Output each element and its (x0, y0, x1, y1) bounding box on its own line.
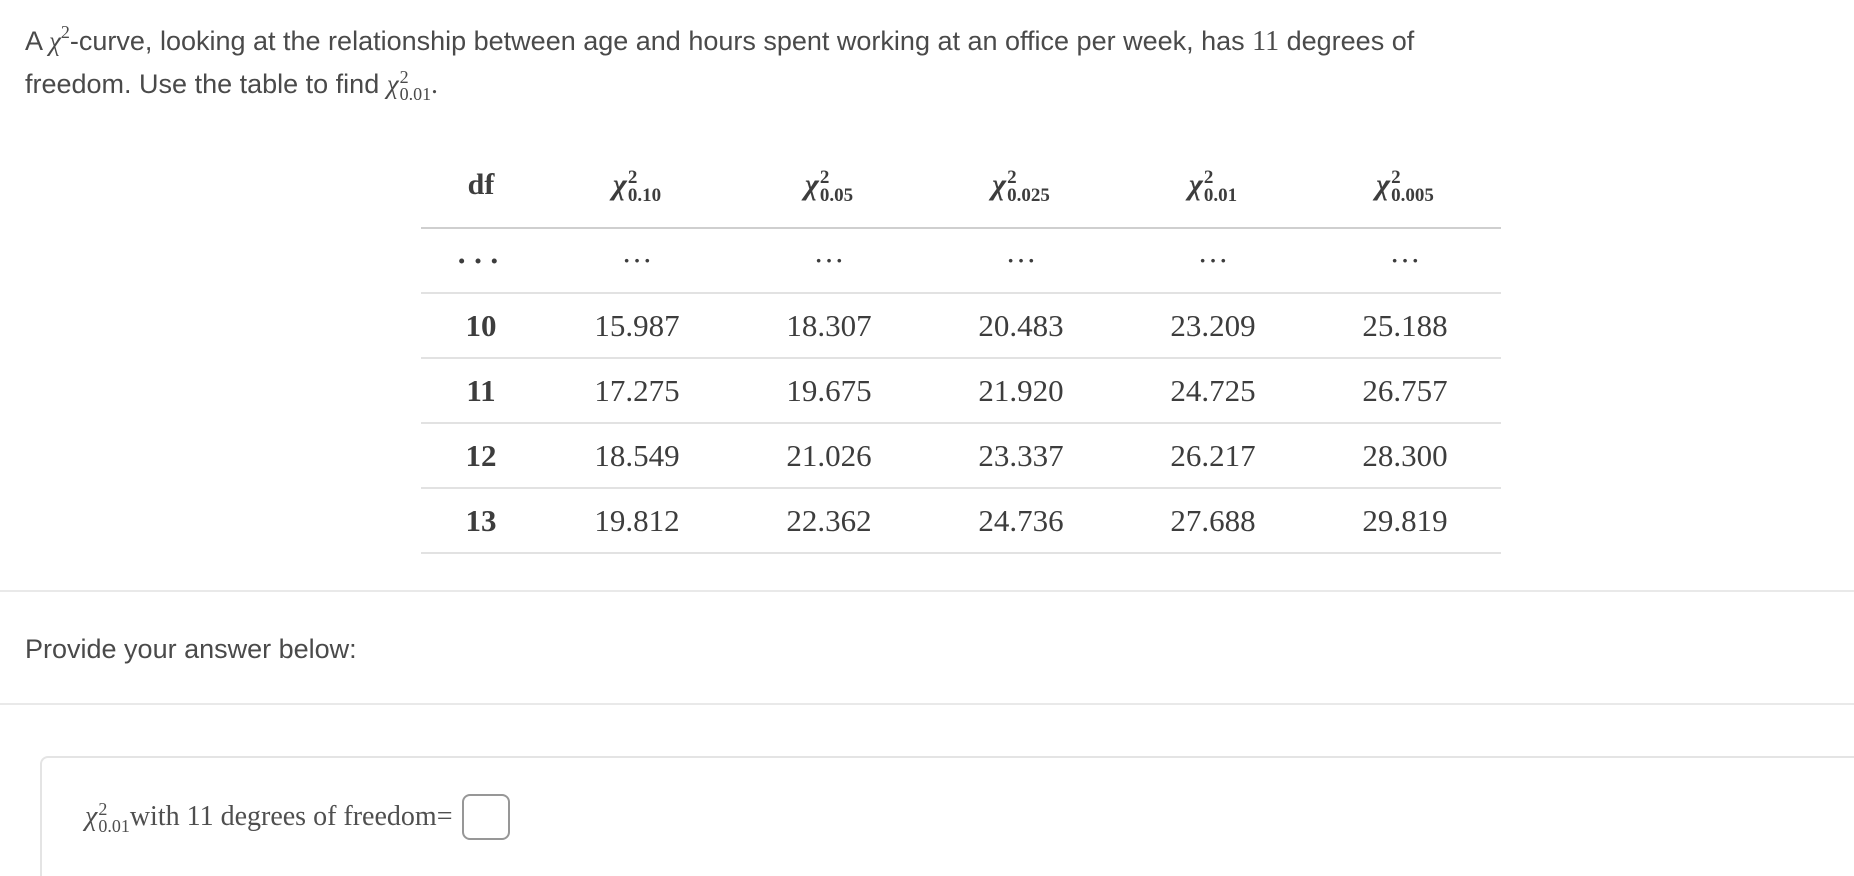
chi-symbol: χ (804, 167, 819, 201)
cell-value: 25.188 (1309, 293, 1501, 359)
chi-supsub: 2 0.01 (399, 67, 432, 104)
cell-value: 23.209 (1117, 293, 1309, 359)
chi-sub: 0.10 (627, 184, 662, 206)
column-header-df: df (421, 142, 541, 229)
question-line1-text: -curve, looking at the relationship betw… (69, 26, 1253, 56)
cell-value: 21.026 (733, 423, 925, 489)
column-header-chi-0.05: χ 2 0.05 (733, 142, 925, 229)
chi-symbol: χ (1188, 167, 1203, 201)
question-text: A χ2-curve, looking at the relationship … (25, 20, 1585, 105)
chi-supsub: 2 0.05 (819, 166, 854, 206)
chi-sub: 0.01 (399, 84, 432, 104)
question-line-1: A χ2-curve, looking at the relationship … (25, 20, 1585, 63)
chi-supsub: 2 0.01 (98, 799, 130, 836)
cell-value: 22.362 (733, 488, 925, 554)
answer-input[interactable] (462, 794, 511, 840)
chi-sub: 0.05 (819, 184, 854, 206)
cell-value: 20.483 (925, 293, 1117, 359)
table-row-df-10: 10 15.987 18.307 20.483 23.209 25.188 (421, 293, 1501, 359)
chi-sub: 0.005 (1391, 184, 1434, 206)
cell-value: 18.307 (733, 293, 925, 359)
cell-df: 13 (421, 488, 541, 554)
cell-value: 17.275 (541, 358, 733, 424)
chi-supsub: 2 0.01 (1203, 166, 1238, 206)
question-line1-prefix: A (25, 26, 50, 56)
chi-squared-exponent: 2 (60, 22, 70, 42)
cell-value: 26.757 (1309, 358, 1501, 424)
answer-prompt: Provide your answer below: (25, 634, 357, 664)
target-chi-squared-notation: χ 2 0.01 (387, 63, 431, 105)
cell-value: 21.920 (925, 358, 1117, 424)
chi-square-table-container: df χ 2 0.10 χ 2 0.05 χ 2 0.025 χ 2 0.01 χ 2 0.005 … (421, 142, 1501, 554)
cell-value: ··· (541, 228, 733, 294)
question-line1-suffix: degrees of (1279, 26, 1415, 56)
chi-supsub: 2 0.10 (627, 166, 662, 206)
chi-supsub: 2 0.025 (1007, 166, 1050, 206)
chi-sup: 2 (399, 67, 409, 87)
chi-squared-symbol: χ (49, 26, 61, 56)
cell-value: 15.987 (541, 293, 733, 359)
chi-sub: 0.01 (1203, 184, 1238, 206)
chi-sup: 2 (627, 166, 638, 188)
cell-df: 11 (421, 358, 541, 424)
chi-sub: 0.025 (1007, 184, 1050, 206)
chi-symbol: χ (85, 801, 98, 832)
cell-value: 24.736 (925, 488, 1117, 554)
chi-symbol: χ (1376, 167, 1391, 201)
equals-sign: = (436, 801, 453, 832)
answer-expression-text: with 11 degrees of freedom (129, 801, 437, 832)
chi-sup: 2 (98, 799, 108, 819)
cell-value: 19.675 (733, 358, 925, 424)
cell-value: 23.337 (925, 423, 1117, 489)
column-header-chi-0.10: χ 2 0.10 (541, 142, 733, 229)
cell-df: 12 (421, 423, 541, 489)
cell-value: 28.300 (1309, 423, 1501, 489)
cell-value: ··· (1309, 228, 1501, 294)
chi-sup: 2 (819, 166, 830, 188)
column-header-chi-0.025: χ 2 0.025 (925, 142, 1117, 229)
cell-value: 29.819 (1309, 488, 1501, 554)
horizontal-divider (0, 703, 1854, 705)
chi-symbol: χ (992, 167, 1007, 201)
chi-sub: 0.01 (98, 816, 130, 836)
column-header-chi-0.01: χ 2 0.01 (1117, 142, 1309, 229)
table-row-df-11: 11 17.275 19.675 21.920 24.725 26.757 (421, 358, 1501, 424)
cell-value: ··· (1117, 228, 1309, 294)
chi-symbol: χ (386, 69, 399, 99)
cell-value: 26.217 (1117, 423, 1309, 489)
answer-expression: χ 2 0.01 with 11 degrees of freedom = (85, 794, 511, 840)
answer-container: χ 2 0.01 with 11 degrees of freedom = (40, 756, 1854, 876)
column-header-chi-0.005: χ 2 0.005 (1309, 142, 1501, 229)
question-line-2: freedom. Use the table to find χ 2 0.01. (25, 63, 1585, 105)
question-line2-text: freedom. Use the table to find (25, 69, 387, 99)
chi-sup: 2 (1203, 166, 1214, 188)
cell-value: 24.725 (1117, 358, 1309, 424)
degrees-of-freedom-value: 11 (1252, 26, 1280, 57)
chi-sup: 2 (1391, 166, 1401, 188)
table-row-ellipsis: ··· ··· ··· ··· ··· ··· (421, 228, 1501, 294)
chi-sup: 2 (1007, 166, 1017, 188)
cell-value: ··· (733, 228, 925, 294)
question-period: . (431, 69, 438, 99)
cell-value: 19.812 (541, 488, 733, 554)
horizontal-divider (0, 590, 1854, 592)
cell-df: ··· (421, 228, 541, 294)
chi-symbol: χ (612, 167, 627, 201)
cell-value: ··· (925, 228, 1117, 294)
table-row-df-12: 12 18.549 21.026 23.337 26.217 28.300 (421, 423, 1501, 489)
chi-supsub: 2 0.005 (1391, 166, 1434, 206)
cell-value: 27.688 (1117, 488, 1309, 554)
cell-df: 10 (421, 293, 541, 359)
table-header-row: df χ 2 0.10 χ 2 0.05 χ 2 0.025 χ 2 0.01 χ 2 0.005 (421, 142, 1501, 229)
cell-value: 18.549 (541, 423, 733, 489)
table-row-df-13: 13 19.812 22.362 24.736 27.688 29.819 (421, 488, 1501, 554)
answer-chi-squared-notation: χ 2 0.01 (85, 799, 130, 836)
chi-square-table: df χ 2 0.10 χ 2 0.05 χ 2 0.025 χ 2 0.01 χ 2 0.005 … (421, 142, 1501, 554)
